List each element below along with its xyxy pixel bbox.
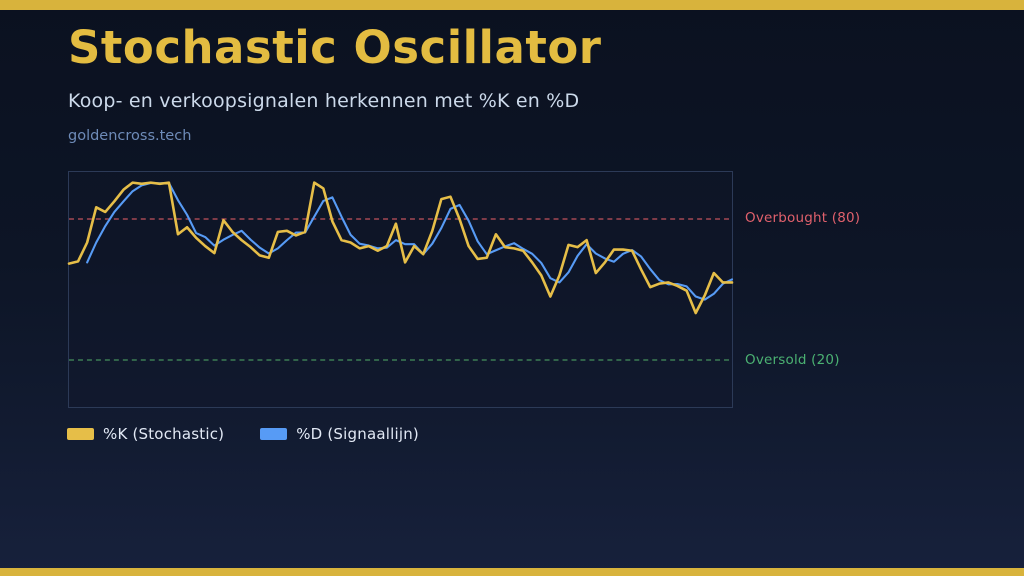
subtitle: Koop- en verkoopsignalen herkennen met %…	[68, 90, 580, 112]
k-line-label: %K (Stochastic)	[103, 425, 225, 443]
oversold-label: Oversold (20)	[745, 352, 840, 368]
oscillator-plot-svg	[67, 181, 734, 361]
page-title: Stochastic Oscillator	[68, 21, 602, 74]
stochastic-oscillator-chart	[67, 171, 734, 408]
chart-legend: %K (Stochastic) %D (Signaallijn)	[67, 425, 455, 443]
legend-item-d: %D (Signaallijn)	[260, 425, 419, 443]
legend-item-k: %K (Stochastic)	[67, 425, 224, 443]
d-line-swatch-icon	[260, 428, 288, 440]
overbought-label: Overbought (80)	[745, 210, 861, 226]
k-line-swatch-icon	[67, 428, 94, 440]
source-link[interactable]: goldencross.tech	[68, 128, 192, 144]
bottom-accent-bar	[0, 568, 1024, 576]
d-line-label: %D (Signaallijn)	[296, 425, 419, 443]
top-accent-bar	[0, 0, 1024, 10]
